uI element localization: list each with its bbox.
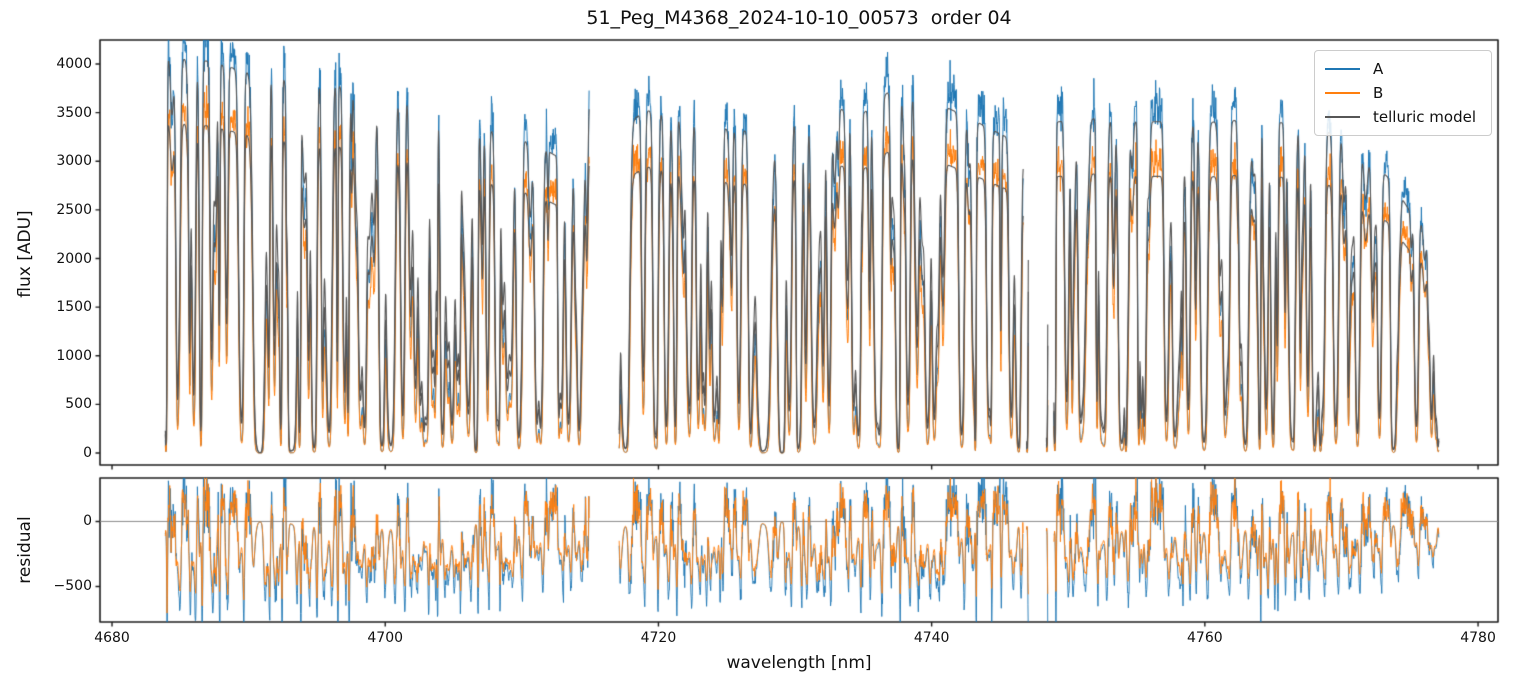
legend-line-sample [1325,116,1360,118]
flux-y-tick-label-1000: 1000 [56,347,92,364]
legend-item-a: A [1325,57,1481,81]
legend-label: telluric model [1373,108,1477,126]
flux-y-tick-label-4000: 4000 [56,56,92,73]
residual-y-tick-label-0: 0 [83,513,92,530]
x-tick-label-4740: 4740 [913,630,950,646]
flux-y-tick-label-500: 500 [65,396,92,413]
flux-y-tick-label-3000: 3000 [56,153,92,170]
x-tick-label-4780: 4780 [1460,630,1496,646]
x-tick-label-4760: 4760 [1187,630,1223,646]
flux-y-tick-label-3500: 3500 [56,104,92,121]
x-tick-label-4680: 4680 [94,630,130,646]
legend-item-b: B [1325,81,1481,105]
wavelength-axis-label: wavelength [nm] [726,653,872,673]
chart-title: 51_Peg_M4368_2024-10-10_00573 order 04 [586,7,1012,29]
legend-label: A [1373,60,1384,78]
flux-y-tick-label-1500: 1500 [56,299,92,316]
legend-line-sample [1325,92,1360,94]
flux-y-tick-label-0: 0 [83,444,92,461]
flux-y-tick-label-2000: 2000 [56,250,92,267]
flux-y-tick-label-2500: 2500 [56,201,92,218]
residual-y-tick-label--500: −500 [53,578,92,595]
x-tick-label-4700: 4700 [367,630,404,646]
legend-line-sample [1325,68,1360,70]
x-tick-label-4720: 4720 [640,630,677,646]
legend-label: B [1373,84,1384,102]
legend-item-telluric-model: telluric model [1325,105,1481,129]
